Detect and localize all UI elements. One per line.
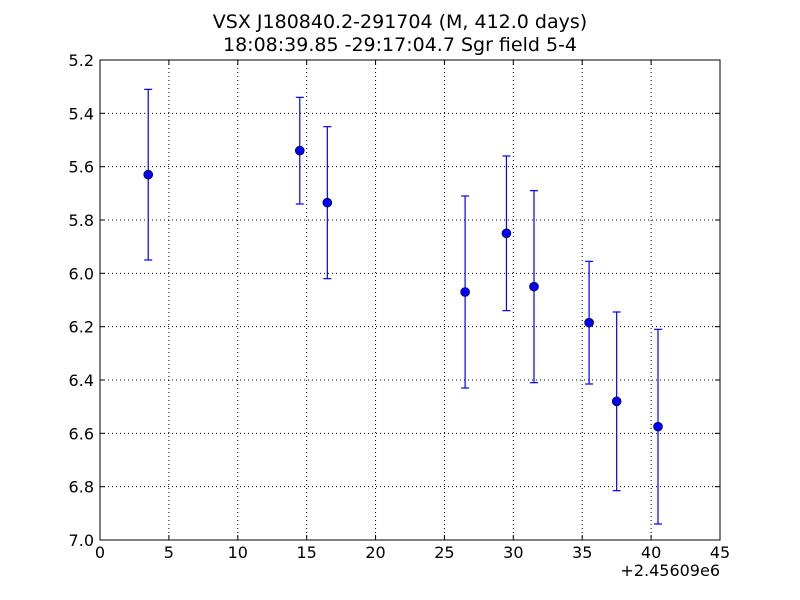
y-tick-label: 5.8 [69,211,94,230]
chart-title: VSX J180840.2-291704 (M, 412.0 days) [212,11,588,33]
data-point [322,197,333,208]
x-tick-label: 45 [710,543,730,562]
data-point [653,421,663,432]
data-point [143,169,154,180]
x-offset-label: +2.45609e6 [620,561,720,580]
y-tick-label: 6.4 [69,371,94,390]
data-point [529,281,539,292]
y-tick-label: 6.2 [69,318,94,337]
data-point [460,287,470,297]
x-tick-label: 30 [503,543,523,562]
y-tick-label: 6.8 [69,478,94,497]
data-point [501,228,512,239]
y-tick-label: 6.6 [69,424,94,443]
y-tick-label: 5.4 [69,104,94,123]
y-tick-label: 6.0 [69,264,94,283]
y-tick-label: 7.0 [69,531,94,550]
x-tick-label: 5 [164,543,174,562]
x-tick-label: 0 [95,543,105,562]
data-point [294,145,305,156]
x-tick-label: 40 [641,543,661,562]
y-tick-label: 5.2 [69,51,94,70]
plot-frame [99,59,721,541]
data-point [611,396,622,407]
x-tick-label: 10 [228,543,248,562]
data-series [143,88,663,525]
data-point [584,317,594,328]
x-tick-label: 20 [365,543,385,562]
chart-subtitle: 18:08:39.85 -29:17:04.7 Sgr field 5-4 [223,34,577,56]
grid [99,59,721,541]
axis-ticks: 0 5 10 15 20 25 30 35 40 45 5.2 5.4 5.6 5.8 6.0 6.2 6.4 6… [69,51,731,562]
x-tick-label: 15 [296,543,316,562]
x-tick-label: 35 [572,543,592,562]
x-tick-label: 25 [434,543,454,562]
y-tick-label: 5.6 [69,158,94,177]
